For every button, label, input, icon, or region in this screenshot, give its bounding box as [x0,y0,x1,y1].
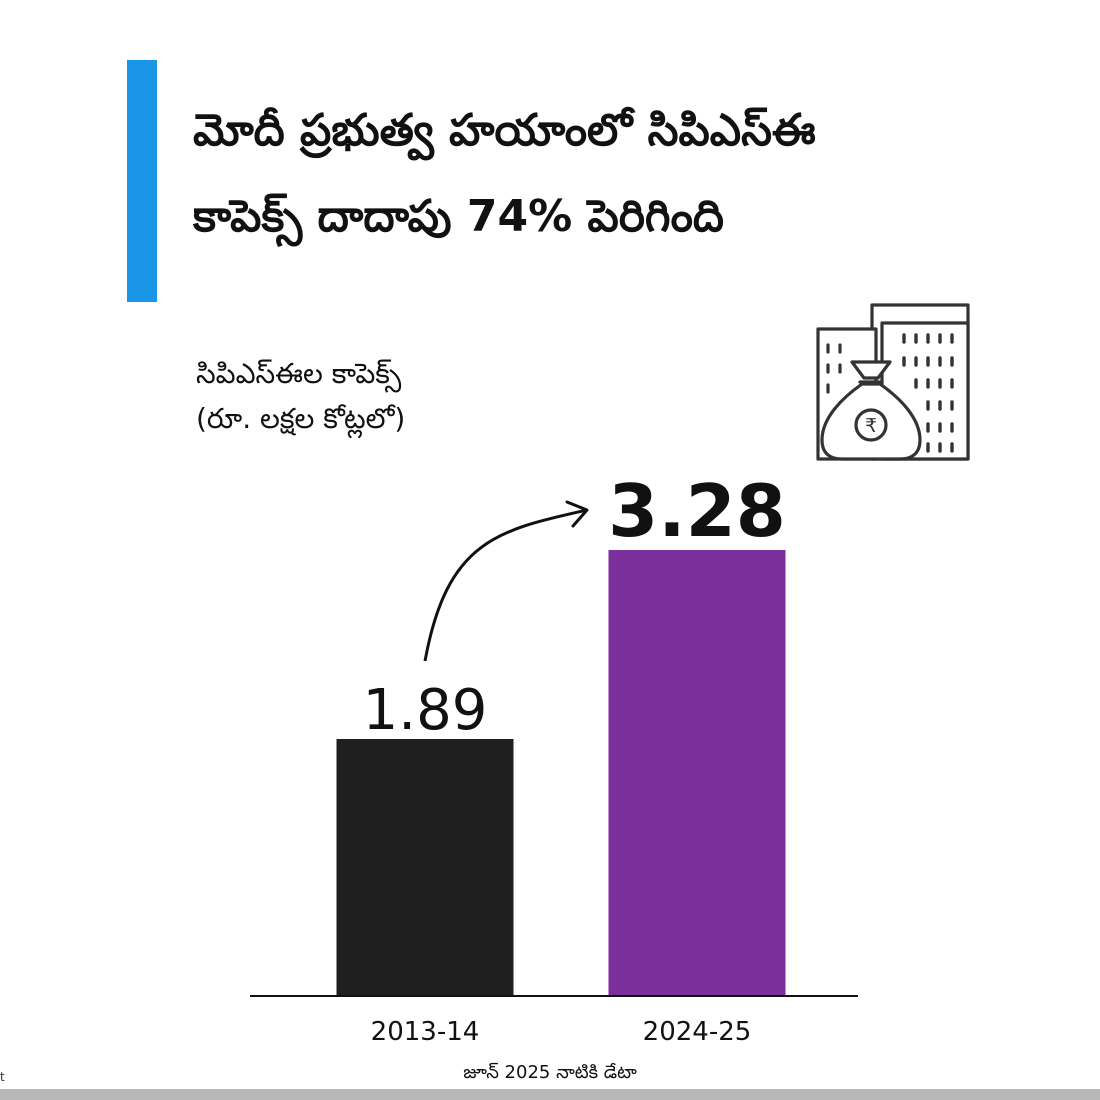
svg-text:₹: ₹ [865,415,877,437]
title-line-2: కాపెక్స్ దాదాపు 74% పెరిగింది [193,190,724,242]
bar-2024-25 [608,550,786,996]
corner-mark: t [0,1070,5,1084]
data-date-note: జూన్ 2025 నాటికి డేటా [463,1062,637,1083]
building-money-bag-icon: ₹ [812,300,980,468]
data-label-2024-25: 3.28 [608,469,786,553]
bottom-strip [0,1089,1100,1100]
y-axis-label-line-2: (రూ. లక్షల కోట్లలో) [196,401,406,435]
title-line-1: మోదీ ప్రభుత్వ హయాంలో సిపిఎస్ఈ [193,105,816,156]
bar-2013-14 [336,739,514,996]
x-tick-label-2013-14: 2013-14 [371,1017,480,1047]
y-axis-label: సిపిఎస్ఈల కాపెక్స్ (రూ. లక్షల కోట్లలో) [196,352,405,442]
growth-arrow-head [565,500,589,528]
growth-arrow [423,508,588,662]
x-tick-label-2024-25: 2024-25 [643,1017,752,1047]
data-label-2013-14: 1.89 [363,678,488,743]
title-accent-bar [127,60,157,302]
page-title: మోదీ ప్రభుత్వ హయాంలో సిపిఎస్ఈ కాపెక్స్ ద… [193,88,1073,260]
y-axis-label-line-1: సిపిఎస్ఈల కాపెక్స్ [196,357,402,390]
